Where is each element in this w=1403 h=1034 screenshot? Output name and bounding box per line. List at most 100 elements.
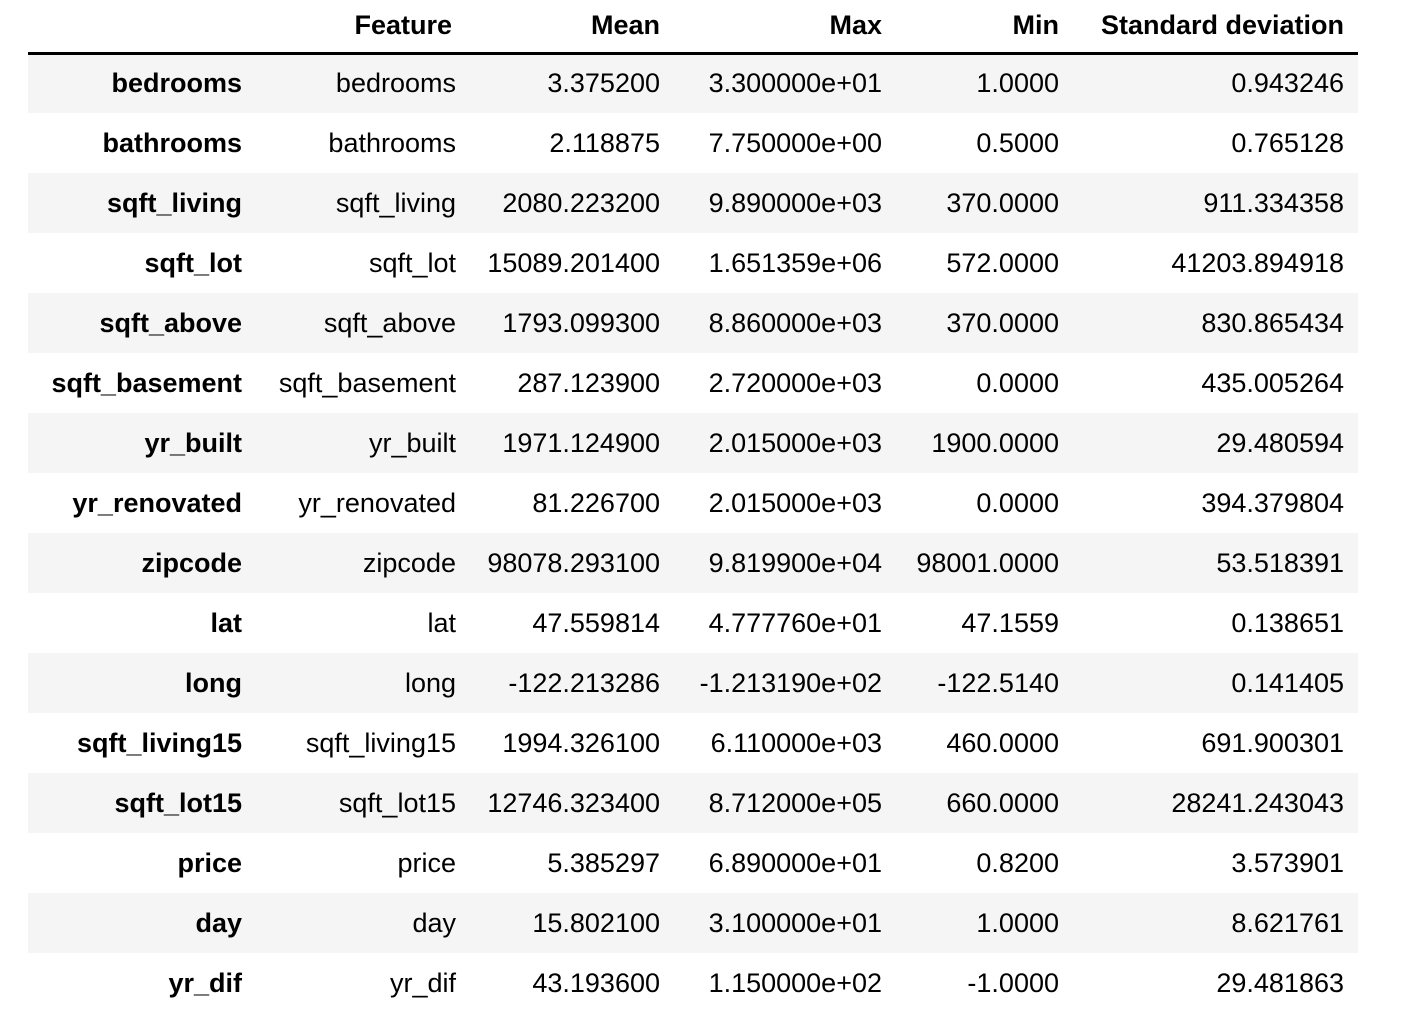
table-row: yr_built yr_built 1971.124900 2.015000e+03 1…	[28, 413, 1358, 473]
table-row: yr_dif yr_dif 43.193600 1.150000e+02 -1.0000…	[28, 953, 1358, 1013]
cell-feature: yr_renovated	[298, 487, 456, 518]
row-index-label: yr_built	[144, 427, 242, 458]
cell-min: 1900.0000	[931, 427, 1059, 458]
cell-feature: bedrooms	[335, 68, 456, 99]
cell-min: 1.0000	[976, 68, 1059, 99]
cell-std: 394.379804	[1201, 487, 1344, 518]
row-index-label: bedrooms	[111, 68, 242, 99]
table-row: sqft_living15 sqft_living15 1994.326100 6.1…	[28, 713, 1358, 773]
cell-mean: 15089.201400	[487, 247, 660, 278]
cell-std: 53.518391	[1216, 547, 1344, 578]
cell-mean: 287.123900	[517, 367, 660, 398]
column-header-std: Standard deviation	[1073, 0, 1358, 55]
row-index-label: zipcode	[141, 547, 242, 578]
cell-max: 7.750000e+00	[708, 127, 882, 158]
cell-mean: 1971.124900	[502, 427, 660, 458]
cell-std: 830.865434	[1201, 307, 1344, 338]
row-index-label: sqft_above	[99, 307, 242, 338]
row-index-label: sqft_basement	[51, 367, 242, 398]
table-row: sqft_basement sqft_basement 287.123900 2.72…	[28, 353, 1358, 413]
table-row: sqft_lot sqft_lot 15089.201400 1.651359e+06…	[28, 233, 1358, 293]
summary-statistics-table: Feature Mean Max Min Standard deviation …	[28, 0, 1358, 1013]
cell-max: 2.015000e+03	[708, 487, 882, 518]
table-row: price price 5.385297 6.890000e+01 0.8200 3.57…	[28, 833, 1358, 893]
cell-max: 9.819900e+04	[708, 547, 882, 578]
cell-feature: sqft_lot	[368, 247, 456, 278]
cell-min: 98001.0000	[916, 547, 1059, 578]
row-index-label: yr_renovated	[72, 487, 242, 518]
column-header-feature: Feature	[248, 0, 466, 55]
cell-min: 1.0000	[976, 907, 1059, 938]
table-row: sqft_lot15 sqft_lot15 12746.323400 8.712000…	[28, 773, 1358, 833]
cell-std: 691.900301	[1201, 727, 1344, 758]
cell-max: 3.100000e+01	[708, 907, 882, 938]
cell-min: 660.0000	[946, 787, 1059, 818]
row-index-label: day	[195, 907, 242, 938]
cell-min: 460.0000	[946, 727, 1059, 758]
column-header-min: Min	[896, 0, 1073, 55]
cell-max: 8.712000e+05	[708, 787, 882, 818]
cell-std: 29.481863	[1216, 967, 1344, 998]
table-row: day day 15.802100 3.100000e+01 1.0000 8.62176…	[28, 893, 1358, 953]
cell-feature: price	[397, 847, 456, 878]
cell-mean: 3.375200	[547, 68, 660, 99]
table-row: long long -122.213286 -1.213190e+02 -122.514…	[28, 653, 1358, 713]
cell-mean: 1994.326100	[502, 727, 660, 758]
cell-mean: 1793.099300	[502, 307, 660, 338]
table-row: yr_renovated yr_renovated 81.226700 2.01500…	[28, 473, 1358, 533]
table-row: zipcode zipcode 98078.293100 9.819900e+04 98…	[28, 533, 1358, 593]
column-header-mean: Mean	[466, 0, 674, 55]
table-body: bedrooms bedrooms 3.375200 3.300000e+01 1.00…	[28, 53, 1358, 1013]
cell-feature: day	[412, 907, 456, 938]
cell-max: 1.651359e+06	[708, 247, 882, 278]
cell-mean: 43.193600	[532, 967, 660, 998]
cell-min: 370.0000	[946, 187, 1059, 218]
cell-feature: sqft_basement	[278, 367, 456, 398]
cell-max: 4.777760e+01	[708, 607, 882, 638]
cell-feature: sqft_living15	[305, 727, 456, 758]
cell-mean: 81.226700	[532, 487, 660, 518]
table-row: bedrooms bedrooms 3.375200 3.300000e+01 1.00…	[28, 53, 1358, 113]
row-index-label: sqft_living	[106, 187, 242, 218]
cell-min: -1.0000	[967, 967, 1059, 998]
cell-min: -122.5140	[937, 667, 1059, 698]
cell-feature: yr_dif	[389, 967, 456, 998]
cell-max: 2.720000e+03	[708, 367, 882, 398]
cell-min: 0.0000	[976, 367, 1059, 398]
cell-max: 8.860000e+03	[708, 307, 882, 338]
cell-std: 911.334358	[1203, 187, 1344, 218]
cell-std: 0.141405	[1231, 667, 1344, 698]
column-header-index	[28, 0, 248, 55]
cell-feature: zipcode	[362, 547, 456, 578]
cell-min: 47.1559	[961, 607, 1059, 638]
cell-max: -1.213190e+02	[699, 667, 882, 698]
row-index-label: price	[177, 847, 242, 878]
cell-feature: yr_built	[368, 427, 456, 458]
cell-std: 8.621761	[1231, 907, 1344, 938]
cell-feature: sqft_above	[323, 307, 456, 338]
header-row: Feature Mean Max Min Standard deviation	[28, 0, 1358, 55]
cell-std: 435.005264	[1201, 367, 1344, 398]
cell-min: 0.0000	[976, 487, 1059, 518]
cell-min: 0.8200	[976, 847, 1059, 878]
cell-mean: 47.559814	[532, 607, 660, 638]
cell-feature: sqft_living	[335, 187, 456, 218]
cell-std: 0.943246	[1231, 68, 1344, 99]
cell-std: 3.573901	[1231, 847, 1344, 878]
row-index-label: long	[185, 667, 242, 698]
cell-mean: 2.118875	[549, 127, 660, 158]
table-header: Feature Mean Max Min Standard deviation	[28, 0, 1358, 55]
row-index-label: sqft_lot15	[114, 787, 242, 818]
cell-min: 0.5000	[976, 127, 1059, 158]
table-row: bathrooms bathrooms 2.118875 7.750000e+00 0.…	[28, 113, 1358, 173]
cell-mean: 2080.223200	[502, 187, 660, 218]
cell-feature: sqft_lot15	[338, 787, 456, 818]
cell-mean: -122.213286	[508, 667, 660, 698]
cell-std: 28241.243043	[1171, 787, 1344, 818]
cell-max: 6.890000e+01	[708, 847, 882, 878]
cell-max: 6.110000e+03	[710, 727, 882, 758]
table-row: sqft_living sqft_living 2080.223200 9.89000…	[28, 173, 1358, 233]
table-row: sqft_above sqft_above 1793.099300 8.860000e…	[28, 293, 1358, 353]
cell-feature: long	[404, 667, 456, 698]
